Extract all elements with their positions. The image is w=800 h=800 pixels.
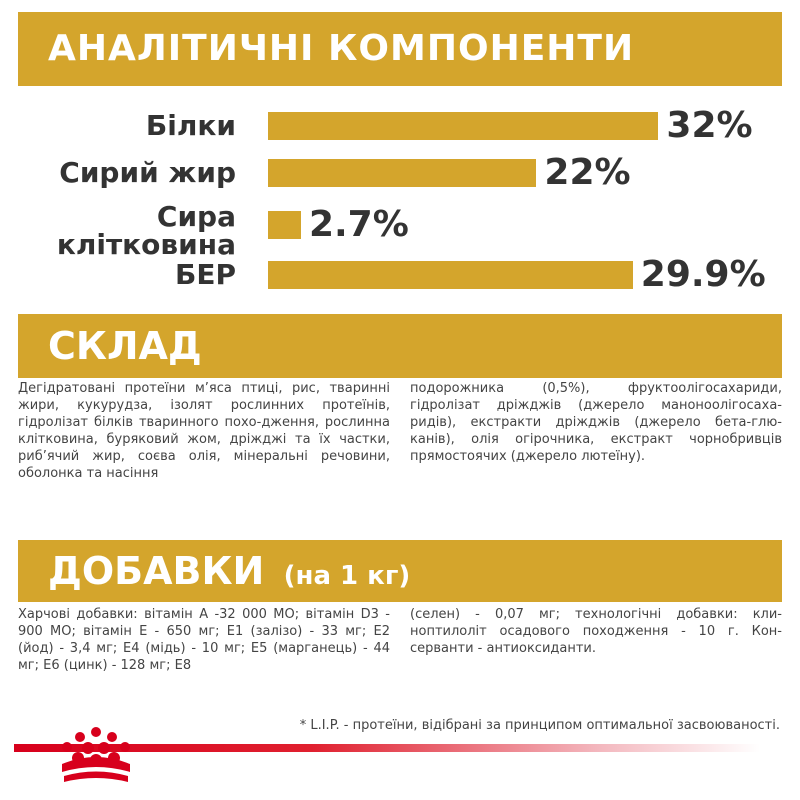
nutrient-label-protein: Білки (145, 109, 236, 142)
analytics-banner: АНАЛІТИЧНІ КОМПОНЕНТИ (18, 12, 782, 86)
additives-text: Харчові добавки: вітамін А -32 000 МО; в… (18, 606, 782, 674)
nutrient-value-protein: 32% (666, 105, 753, 146)
footnote: * L.I.P. - протеїни, відібрані за принци… (299, 718, 780, 733)
composition-column-right: подорожника (0,5%), фруктоолігосахариди,… (410, 381, 782, 464)
additives-column-right: (селен) - 0,07 мг; технологічні добавки:… (410, 607, 782, 656)
composition-title: СКЛАД (48, 324, 202, 368)
composition-column-left: Дегідратовані протеїни м’яса птиці, рис,… (18, 381, 390, 481)
additives-column-left: Харчові добавки: вітамін А -32 000 МО; в… (18, 607, 390, 673)
nutrient-label-nfe: БЕР (175, 258, 236, 291)
nutrient-bar-fat (268, 159, 537, 187)
analytics-title: АНАЛІТИЧНІ КОМПОНЕНТИ (48, 28, 635, 69)
composition-text: Дегідратовані протеїни м’яса птиці, рис,… (18, 380, 782, 482)
nutrient-value-fat: 22% (544, 152, 631, 193)
composition-banner: СКЛАД (18, 314, 782, 378)
nutrient-bar-fiber (268, 211, 301, 239)
nutrient-label-fiber: Сира клітковина (56, 200, 236, 261)
nutrient-value-nfe: 29.9% (640, 254, 766, 295)
additives-title-unit: (на 1 кг) (283, 561, 411, 591)
crown-icon (62, 727, 130, 782)
nutrient-value-fiber: 2.7% (308, 204, 409, 245)
nutrient-label-fat: Сирий жир (59, 156, 236, 189)
additives-title: ДОБАВКИ (48, 549, 265, 593)
nutrient-bar-nfe (268, 261, 633, 289)
additives-banner: ДОБАВКИ (на 1 кг) (18, 540, 782, 602)
nutrient-bar-protein (268, 112, 659, 140)
footer-brand-line (14, 744, 760, 752)
